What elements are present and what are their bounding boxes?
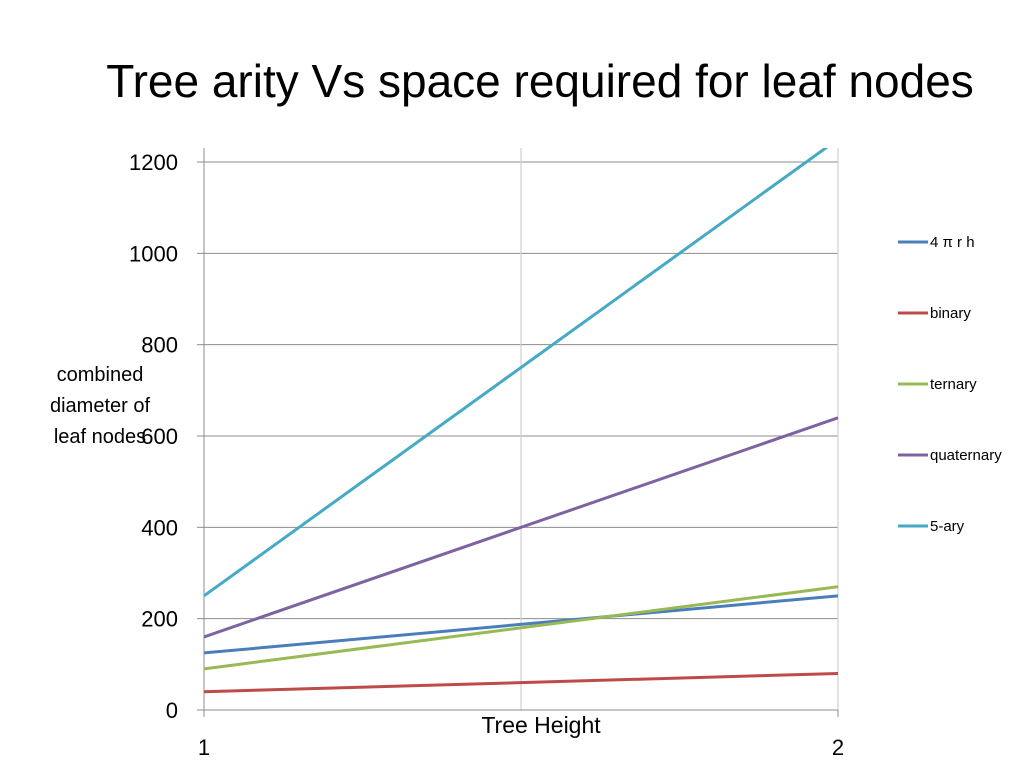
y-tick-label: 800 (141, 333, 178, 358)
legend-item: quaternary (898, 447, 1002, 464)
legend-item: 5-ary (898, 518, 965, 535)
y-tick-label: 1000 (129, 241, 178, 266)
y-axis-title: combined diameter of leaf nodes (50, 364, 150, 448)
legend: 4 π r h binary ternary quaternary 5-ary (898, 234, 1002, 535)
x-axis-title: Tree Height (481, 712, 601, 738)
legend-label: ternary (930, 376, 977, 393)
legend-item: ternary (898, 376, 977, 393)
x-tick-label: 2 (832, 735, 844, 760)
legend-label: quaternary (930, 447, 1002, 464)
y-tick-labels: 0 200 400 600 800 1000 1200 (129, 150, 178, 723)
axes (197, 148, 839, 717)
legend-item: 4 π r h (898, 234, 975, 251)
legend-label: 4 π r h (930, 234, 975, 251)
series-line (204, 671, 838, 694)
slide-title: Tree arity Vs space required for leaf no… (106, 55, 974, 107)
y-tick-label: 200 (141, 607, 178, 632)
series-line (204, 585, 838, 671)
legend-label: 5-ary (930, 518, 965, 535)
legend-label: binary (930, 305, 971, 322)
series-line (204, 416, 838, 639)
y-tick-label: 600 (141, 424, 178, 449)
x-tick-label: 1 (198, 735, 210, 760)
y-axis-title-text: combined diameter of leaf nodes (50, 364, 150, 448)
series-line (204, 594, 838, 655)
y-tick-label: 1200 (129, 150, 178, 175)
legend-item: binary (898, 305, 971, 322)
y-tick-label: 400 (141, 515, 178, 540)
y-tick-label: 0 (166, 698, 178, 723)
series-lines (204, 148, 838, 694)
series-line (204, 148, 829, 598)
